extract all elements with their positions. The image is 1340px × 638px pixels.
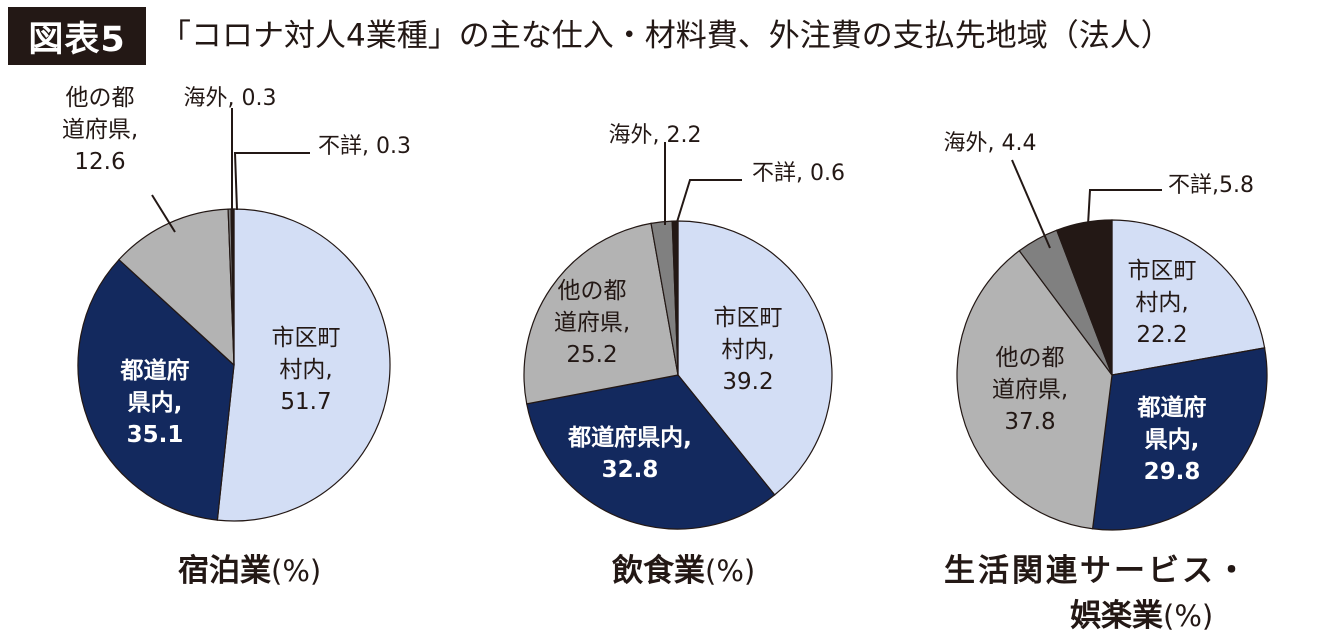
caption-pie-3-title-line2: 娯楽業 <box>1070 598 1163 634</box>
pie3-ext-label-2: 不詳,5.8 <box>1168 173 1254 198</box>
figure-number-badge: 図表5 <box>8 7 146 65</box>
pie1-leader-other <box>151 194 176 233</box>
pie1-slice-1 <box>216 208 391 522</box>
caption-pie-1-unit: (%) <box>271 554 322 588</box>
pie1-label-3: 他の都道府県, 12.6 <box>62 85 138 175</box>
pie3-slice-5 <box>1055 219 1113 376</box>
caption-pie-3-line1: 生活関連サービス・ <box>944 553 1250 589</box>
pie2-ext-label-2: 不詳, 0.6 <box>752 161 845 186</box>
pie2-slice-1 <box>677 220 833 496</box>
pie1-slice-3 <box>118 208 235 367</box>
caption-pie-2-unit: (%) <box>705 554 756 588</box>
pie2-label-2: 都道府県内, 32.8 <box>567 424 692 483</box>
pie2-ext-label-1: 海外, 2.2 <box>609 123 702 148</box>
pie3-leader-1 <box>1011 159 1051 249</box>
pie1-label-2: 都道府県内, 35.1 <box>120 357 190 448</box>
caption-pie-3-line2: 娯楽業(%) <box>1070 590 1213 635</box>
pie2-label-1: 市区町村内, 39.2 <box>714 305 783 395</box>
pie1-ext-label-2: 不詳, 0.3 <box>318 134 411 159</box>
caption-pie-1: 宿泊業(%) <box>178 545 321 590</box>
pie1-ext-label-1: 海外, 0.3 <box>184 86 277 111</box>
pie3-leader-2 <box>1087 189 1162 226</box>
pie1-slice-2 <box>77 258 235 521</box>
pie3-slice-2 <box>1091 347 1268 531</box>
pie2-leader-2 <box>676 179 742 223</box>
figure-title: 「コロナ対人4業種」の主な仕入・材料費、外注費の支払先地域（法人） <box>160 18 1172 54</box>
pie1-leader-2 <box>233 152 310 211</box>
pie3-ext-label-1: 海外, 4.4 <box>944 131 1037 156</box>
caption-pie-2: 飲食業(%) <box>612 545 755 590</box>
caption-pie-2-title: 飲食業 <box>612 553 705 589</box>
pie3-slice-3 <box>956 249 1113 530</box>
pie2-slice-3 <box>523 222 679 405</box>
pie2-slice-2 <box>526 374 776 530</box>
pie3-slice-1 <box>1111 219 1266 376</box>
pie2-label-3: 他の都道府県, 25.2 <box>554 278 630 368</box>
caption-pie-1-title: 宿泊業 <box>178 553 271 589</box>
caption-pie-3-unit: (%) <box>1163 599 1214 633</box>
pie3-label-1: 市区町村内, 22.2 <box>1128 258 1197 348</box>
pie3-label-3: 他の都道府県, 37.8 <box>992 345 1068 435</box>
pie3-label-2: 都道府県内, 29.8 <box>1137 394 1207 485</box>
pie1-label-1: 市区町村内, 51.7 <box>272 325 341 415</box>
